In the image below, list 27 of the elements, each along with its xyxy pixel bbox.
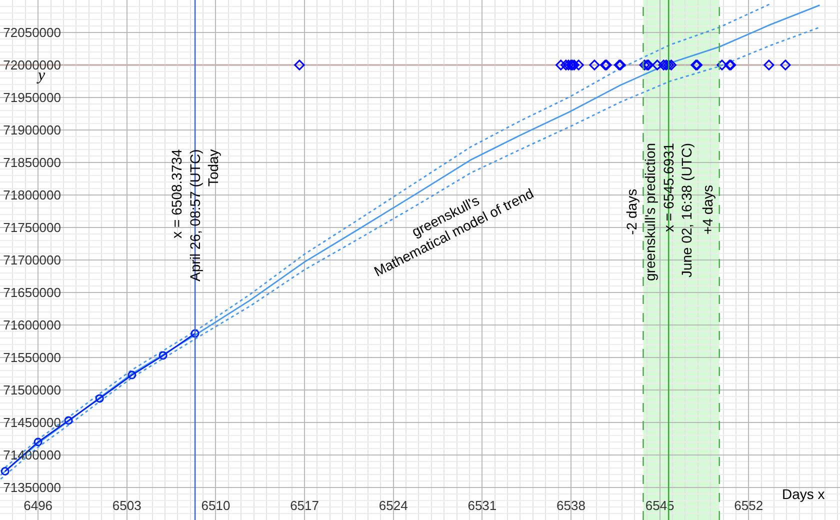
x-tick-label: 6510 <box>201 498 230 513</box>
y-tick-label: 71650000 <box>3 285 61 300</box>
y-tick-label: 71850000 <box>3 155 61 170</box>
y-tick-label: 71700000 <box>3 252 61 268</box>
y-tick-label: 71900000 <box>3 122 61 138</box>
y-tick-label: 71950000 <box>3 90 61 106</box>
y-tick-label: 71550000 <box>3 350 61 366</box>
y-tick-label: 72050000 <box>3 25 61 40</box>
y-tick-label: 72000000 <box>3 58 61 73</box>
x-tick-label: 6503 <box>112 498 142 513</box>
ref-line-label: +4 days <box>699 185 716 234</box>
x-tick-label: 6517 <box>290 498 319 513</box>
x-tick-label: 6538 <box>556 498 586 513</box>
y-tick-label: 71750000 <box>3 220 61 236</box>
x-tick-label: 6524 <box>378 498 408 513</box>
y-tick-label: 71600000 <box>3 318 61 333</box>
x-axis-title: Days x <box>782 486 825 502</box>
y-tick-label: 71500000 <box>3 382 61 398</box>
x-tick-label: 6552 <box>734 498 764 513</box>
ref-line-label: x = 6508.3734 April 26, 08:57 (UTC) Today <box>168 148 222 282</box>
y-tick-label: 71800000 <box>3 188 61 203</box>
ref-line-label: -2 days <box>624 188 640 235</box>
x-tick-label: 6531 <box>468 498 497 513</box>
y-tick-label: 71350000 <box>3 480 61 496</box>
y-tick-label: 71450000 <box>3 415 61 430</box>
ref-line-label: greenskull's prediction x = 6545.6931 June 02, 16:38 (UTC) <box>642 142 695 282</box>
x-tick-label: 6496 <box>24 498 53 513</box>
